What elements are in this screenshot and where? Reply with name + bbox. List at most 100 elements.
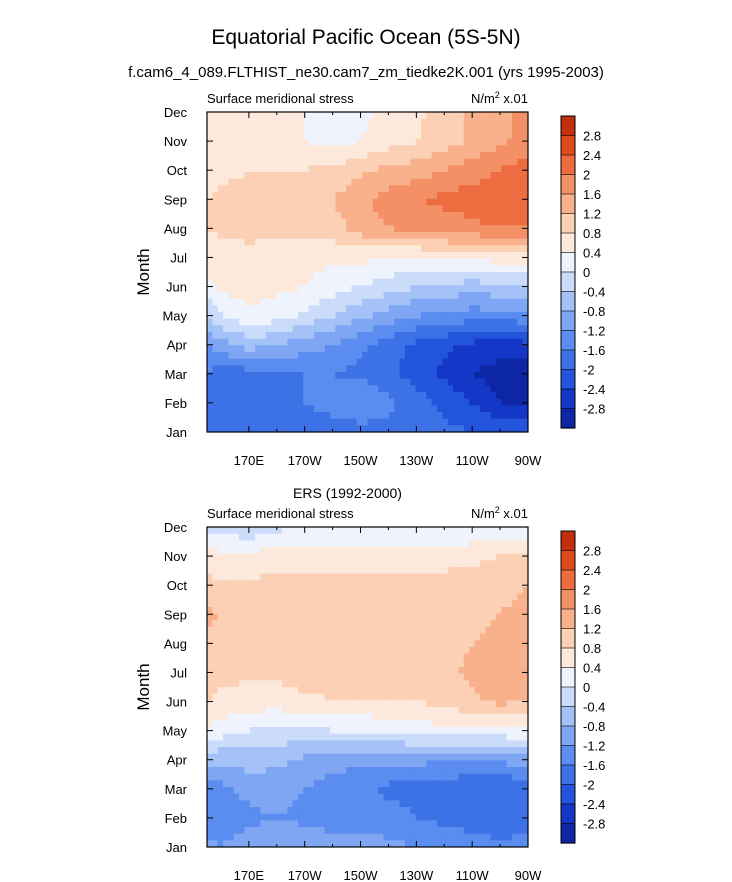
- contour-cell: [490, 425, 497, 432]
- contour-cell: [517, 673, 524, 681]
- contour-cell: [431, 178, 438, 186]
- contour-cell: [378, 587, 385, 595]
- contour-cell: [297, 145, 304, 153]
- contour-cell: [265, 587, 272, 595]
- contour-cell: [233, 653, 240, 661]
- contour-cell: [410, 425, 417, 432]
- contour-cell: [271, 158, 278, 166]
- contour-cell: [239, 405, 246, 413]
- contour-cell: [335, 385, 342, 393]
- contour-cell: [244, 272, 251, 280]
- contour-cell: [335, 345, 342, 353]
- contour-cell: [260, 218, 267, 226]
- contour-cell: [410, 412, 417, 420]
- contour-cell: [394, 553, 401, 561]
- contour-cell: [346, 720, 353, 728]
- contour-cell: [297, 245, 304, 253]
- contour-cell: [228, 680, 235, 688]
- contour-cell: [421, 158, 427, 166]
- contour-cell: [517, 378, 524, 386]
- contour-cell: [276, 158, 283, 166]
- contour-cell: [276, 152, 283, 160]
- contour-cell: [501, 272, 508, 280]
- contour-cell: [404, 272, 411, 280]
- contour-cell: [469, 547, 476, 555]
- contour-cell: [281, 640, 288, 648]
- contour-cell: [421, 613, 427, 621]
- contour-cell: [394, 138, 401, 146]
- contour-cell: [404, 378, 411, 386]
- contour-cell: [447, 232, 454, 240]
- contour-cell: [474, 667, 481, 675]
- contour-cell: [217, 533, 224, 541]
- contour-cell: [271, 587, 278, 595]
- contour-cell: [287, 667, 294, 675]
- contour-cell: [490, 212, 497, 220]
- contour-cell: [207, 292, 213, 300]
- contour-cell: [351, 158, 358, 166]
- contour-cell: [249, 398, 256, 406]
- contour-cell: [346, 372, 353, 380]
- contour-cell: [469, 620, 476, 628]
- contour-cell: [453, 372, 460, 380]
- contour-cell: [485, 212, 492, 220]
- contour-cell: [431, 118, 438, 126]
- contour-cell: [297, 212, 304, 220]
- contour-cell: [474, 178, 481, 186]
- contour-cell: [287, 225, 294, 233]
- contour-cell: [421, 265, 427, 273]
- contour-cell: [303, 232, 310, 240]
- contour-cell: [399, 145, 406, 153]
- contour-cell: [265, 540, 272, 548]
- contour-cell: [394, 365, 401, 373]
- contour-cell: [479, 660, 486, 668]
- contour-cell: [335, 567, 342, 575]
- contour-cell: [260, 593, 267, 601]
- contour-cell: [281, 727, 288, 735]
- contour-cell: [303, 560, 310, 568]
- contour-cell: [308, 192, 315, 200]
- contour-cell: [212, 607, 219, 615]
- contour-cell: [297, 305, 304, 313]
- contour-cell: [330, 713, 336, 721]
- contour-cell: [217, 398, 224, 406]
- contour-cell: [223, 633, 229, 641]
- contour-cell: [212, 553, 219, 561]
- contour-cell: [437, 687, 443, 695]
- contour-cell: [367, 680, 374, 688]
- contour-cell: [506, 232, 513, 240]
- contour-cell: [324, 178, 331, 186]
- contour-cell: [399, 218, 406, 226]
- contour-cell: [479, 727, 486, 735]
- contour-cell: [437, 693, 443, 701]
- contour-cell: [495, 325, 502, 333]
- contour-cell: [287, 733, 294, 741]
- contour-cell: [308, 292, 315, 300]
- contour-cell: [447, 392, 454, 400]
- contour-cell: [506, 138, 513, 146]
- contour-cell: [522, 265, 528, 273]
- contour-cell: [265, 620, 272, 628]
- contour-cell: [447, 527, 454, 535]
- contour-cell: [511, 205, 518, 213]
- contour-cell: [367, 707, 374, 715]
- contour-cell: [314, 358, 320, 366]
- contour-cell: [260, 325, 267, 333]
- contour-cell: [399, 425, 406, 432]
- colorbar-box: [560, 193, 576, 215]
- contour-cell: [463, 740, 470, 748]
- contour-cell: [217, 225, 224, 233]
- contour-cell: [303, 365, 310, 373]
- contour-cell: [260, 653, 267, 661]
- contour-cell: [388, 600, 395, 608]
- contour-cell: [239, 358, 246, 366]
- contour-cell: [469, 372, 476, 380]
- contour-cell: [479, 560, 486, 568]
- contour-cell: [212, 232, 219, 240]
- contour-cell: [351, 600, 358, 608]
- contour-cell: [255, 418, 262, 426]
- contour-cell: [287, 560, 294, 568]
- contour-cell: [228, 345, 235, 353]
- contour-cell: [517, 553, 524, 561]
- contour-cell: [383, 252, 390, 260]
